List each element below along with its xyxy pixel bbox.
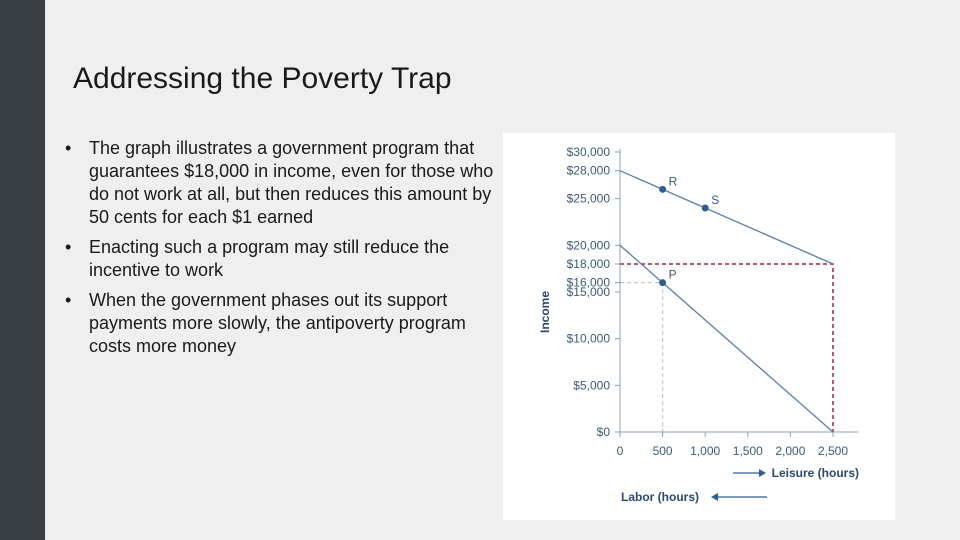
y-tick-label: $28,000 bbox=[567, 164, 611, 178]
bullet-text: When the government phases out its suppo… bbox=[89, 290, 466, 356]
bullet-text: Enacting such a program may still reduce… bbox=[89, 237, 450, 280]
x-tick-label: 1,500 bbox=[733, 444, 763, 458]
bullet-list: • The graph illustrates a government pro… bbox=[62, 137, 512, 365]
guide-dashed-gray bbox=[620, 282, 664, 432]
y-axis-title: Income bbox=[538, 291, 552, 333]
data-points: R S P bbox=[659, 174, 719, 287]
series-lines bbox=[619, 170, 834, 433]
series-line-2 bbox=[619, 244, 834, 433]
y-tick-label: $0 bbox=[597, 425, 611, 439]
x-tick-label: 0 bbox=[617, 444, 624, 458]
data-point-s bbox=[701, 204, 709, 212]
x-axis-title-leisure: Leisure (hours) bbox=[772, 466, 859, 480]
bullet-dot-icon: • bbox=[65, 290, 72, 310]
guide-dashed-red bbox=[620, 263, 834, 432]
data-point-r bbox=[659, 185, 667, 193]
x-tick-label: 2,000 bbox=[775, 444, 805, 458]
bullet-item: • The graph illustrates a government pro… bbox=[62, 137, 512, 229]
point-label-r: R bbox=[669, 174, 678, 188]
bullet-item: • When the government phases out its sup… bbox=[62, 289, 512, 358]
x-axis-title-labor: Labor (hours) bbox=[621, 490, 699, 504]
point-label-p: P bbox=[669, 268, 677, 282]
axis-labels: Income Leisure (hours) Labor (hours) bbox=[538, 291, 859, 504]
bullet-text: The graph illustrates a government progr… bbox=[89, 138, 494, 227]
y-tick-label: $30,000 bbox=[567, 145, 611, 159]
series-line-1 bbox=[619, 170, 834, 265]
bullet-dot-icon: • bbox=[65, 237, 72, 257]
y-tick-label: $25,000 bbox=[567, 192, 611, 206]
y-tick-label: $16,000 bbox=[567, 276, 611, 290]
leisure-arrow-head-icon bbox=[759, 469, 766, 477]
left-sidebar-bar bbox=[0, 0, 45, 540]
chart-panel: $0 $5,000 $10,000 $15,000 $16,000 $18,000 $20,… bbox=[503, 133, 895, 520]
x-tick-label: 500 bbox=[653, 444, 673, 458]
guide-lines bbox=[620, 263, 834, 432]
x-tick-label: 2,500 bbox=[818, 444, 848, 458]
x-tick-label: 1,000 bbox=[690, 444, 720, 458]
bullet-dot-icon: • bbox=[65, 138, 72, 158]
axes: $0 $5,000 $10,000 $15,000$16,000 $18,000 $20,… bbox=[567, 145, 858, 458]
labor-arrow-head-icon bbox=[711, 493, 718, 501]
bullet-item: • Enacting such a program may still redu… bbox=[62, 236, 512, 282]
data-point-p bbox=[659, 279, 667, 287]
y-tick-label: $18,000 bbox=[567, 257, 611, 271]
point-label-s: S bbox=[711, 193, 719, 207]
y-tick-label: $5,000 bbox=[573, 378, 610, 392]
y-tick-label: $15,000 bbox=[567, 285, 611, 299]
slide-title: Addressing the Poverty Trap bbox=[73, 62, 452, 95]
y-tick-label: $20,000 bbox=[567, 238, 611, 252]
poverty-trap-chart: $0 $5,000 $10,000 $15,000$16,000 $18,000 $20,… bbox=[538, 145, 859, 504]
y-tick-label: $10,000 bbox=[567, 332, 611, 346]
